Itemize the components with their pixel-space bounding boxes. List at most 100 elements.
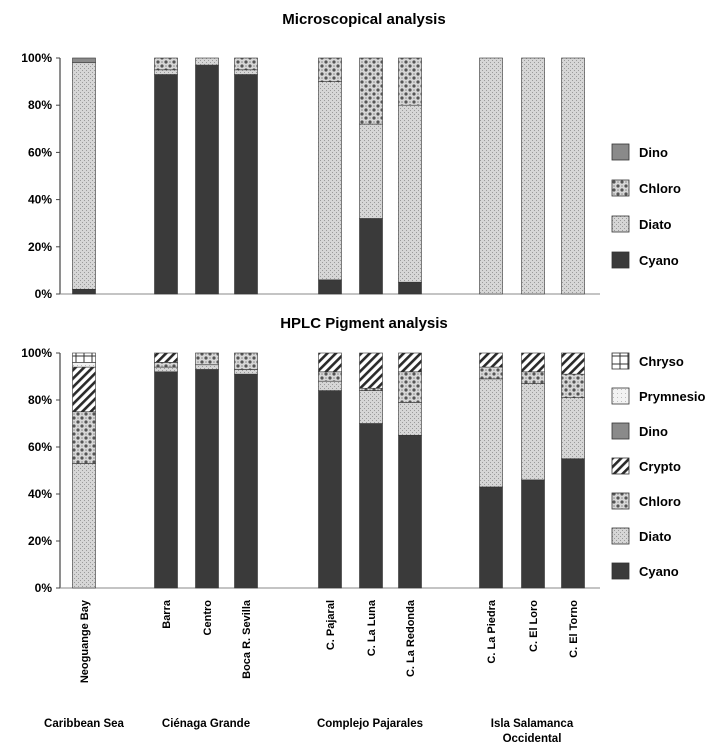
bar-segment-chloro-boca-r-sevilla: [234, 352, 258, 370]
bar-segment-chloro-c-la-luna: [359, 387, 383, 391]
y-tick-label: 80%: [28, 98, 52, 112]
bar-segment-diato-neoguange-bay: [72, 62, 96, 290]
bar-segment-cyano-c-pajaral: [318, 279, 342, 295]
legend-swatch-chloro: [611, 179, 630, 197]
x-category-label: Boca R. Sevilla: [241, 599, 253, 679]
bar-segment-cyano-boca-r-sevilla: [234, 74, 258, 295]
chart-title: Microscopical analysis: [282, 11, 445, 28]
legend-swatch-chryso: [611, 352, 630, 370]
bar-segment-diato-c-el-torno: [561, 57, 585, 295]
legend-label-crypto: Crypto: [639, 459, 681, 474]
bar-segment-diato-c-la-redonda: [398, 104, 422, 283]
y-tick-label: 40%: [28, 487, 52, 501]
bar-segment-diato-c-la-luna: [359, 123, 383, 219]
bar-segment-diato-c-el-loro: [521, 383, 545, 481]
group-label: Isla Salamanca: [491, 718, 574, 730]
y-tick-label: 20%: [28, 240, 52, 254]
group-label: Caribbean Sea: [44, 718, 124, 730]
bar-segment-cyano-c-pajaral: [318, 390, 342, 589]
y-tick-label: 60%: [28, 145, 52, 159]
x-category-label: C. La Redonda: [405, 599, 417, 677]
bar-segment-cyano-centro: [195, 64, 219, 295]
bar-segment-diato-boca-r-sevilla: [234, 69, 258, 75]
bar-segment-crypto-c-el-torno: [561, 352, 585, 375]
bar-segment-dino-neoguange-bay: [72, 57, 96, 64]
x-category-label: C. La Piedra: [486, 599, 498, 663]
bar-segment-chloro-barra: [154, 57, 178, 71]
y-tick-label: 0%: [35, 287, 53, 301]
bar-segment-diato-c-el-torno: [561, 397, 585, 460]
bar-segment-diato-c-la-piedra: [479, 57, 503, 295]
legend-label-cyano: Cyano: [639, 564, 679, 579]
x-category-label: C. Pajaral: [325, 600, 337, 650]
bar-segment-cyano-c-la-luna: [359, 423, 383, 589]
bar-segment-diato-barra: [154, 366, 178, 373]
bar-segment-crypto-c-pajaral: [318, 352, 342, 373]
bar-segment-diato-c-pajaral: [318, 81, 342, 281]
legend-label-prymnesio: Prymnesio: [639, 389, 706, 404]
legend-label-cyano: Cyano: [639, 253, 679, 268]
group-label: Complejo Pajarales: [317, 718, 423, 730]
bar-segment-diato-c-la-luna: [359, 390, 383, 424]
bar-segment-chloro-neoguange-bay: [72, 411, 96, 464]
legend-label-diato: Diato: [639, 529, 672, 544]
y-tick-label: 0%: [35, 581, 53, 595]
bar-segment-diato-c-pajaral: [318, 380, 342, 391]
bar-segment-cyano-barra: [154, 371, 178, 589]
bar-segment-chloro-c-la-luna: [359, 57, 383, 125]
legend-swatch-diato: [611, 215, 630, 233]
legend-label-chryso: Chryso: [639, 354, 684, 369]
chart-title: HPLC Pigment analysis: [280, 315, 448, 332]
bar-segment-diato-c-la-piedra: [479, 378, 503, 488]
bar-segment-cyano-neoguange-bay: [72, 288, 96, 295]
y-tick-label: 60%: [28, 440, 52, 454]
bar-segment-diato-centro: [195, 364, 219, 370]
legend-swatch-cyano: [611, 562, 630, 580]
bar-segment-cyano-c-el-torno: [561, 458, 585, 589]
y-tick-label: 100%: [21, 346, 52, 360]
x-category-label: C. El Torno: [568, 600, 580, 658]
bar-segment-chloro-c-pajaral: [318, 57, 342, 82]
legend-swatch-dino: [611, 422, 630, 440]
bar-segment-chloro-c-el-loro: [521, 371, 545, 384]
bar-segment-cyano-c-la-redonda: [398, 281, 422, 295]
x-category-label: Centro: [202, 600, 214, 636]
group-label: Ciénaga Grande: [162, 718, 250, 730]
legend-swatch-prymnesio: [611, 387, 630, 405]
bar-segment-cyano-boca-r-sevilla: [234, 373, 258, 589]
bar-segment-chloro-c-pajaral: [318, 371, 342, 382]
bar-segment-chloro-c-la-redonda: [398, 371, 422, 403]
bar-segment-cyano-c-la-luna: [359, 218, 383, 295]
bar-segment-chloro-c-la-piedra: [479, 366, 503, 380]
legend-swatch-diato: [611, 527, 630, 545]
bar-segment-chloro-c-el-torno: [561, 373, 585, 398]
bar-segment-crypto-c-la-piedra: [479, 352, 503, 368]
x-category-label: Neoguange Bay: [79, 599, 91, 683]
bar-segment-chloro-barra: [154, 362, 178, 368]
legend-swatch-chloro: [611, 492, 630, 510]
bar-segment-cyano-c-la-piedra: [479, 486, 503, 589]
legend-swatch-crypto: [611, 457, 630, 475]
bar-segment-diato-c-la-redonda: [398, 402, 422, 436]
bar-segment-diato-centro: [195, 57, 219, 66]
bar-segment-diato-c-el-loro: [521, 57, 545, 295]
bar-segment-cyano-centro: [195, 369, 219, 589]
x-category-label: C. La Luna: [366, 599, 378, 656]
legend-label-dino: Dino: [639, 424, 668, 439]
legend-label-chloro: Chloro: [639, 181, 681, 196]
bar-segment-diato-barra: [154, 69, 178, 75]
bar-segment-crypto-barra: [154, 352, 178, 363]
bar-segment-crypto-neoguange-bay: [72, 366, 96, 413]
x-category-label: Barra: [161, 599, 173, 629]
bar-segment-crypto-c-la-luna: [359, 352, 383, 389]
bar-segment-chloro-boca-r-sevilla: [234, 57, 258, 71]
bar-segment-chloro-centro: [195, 352, 219, 366]
legend-swatch-dino: [611, 143, 630, 161]
y-tick-label: 20%: [28, 534, 52, 548]
bar-segment-crypto-c-el-loro: [521, 352, 545, 373]
legend-label-diato: Diato: [639, 217, 672, 232]
legend-label-chloro: Chloro: [639, 494, 681, 509]
bar-segment-diato-boca-r-sevilla: [234, 369, 258, 375]
bar-segment-cyano-c-la-redonda: [398, 434, 422, 589]
